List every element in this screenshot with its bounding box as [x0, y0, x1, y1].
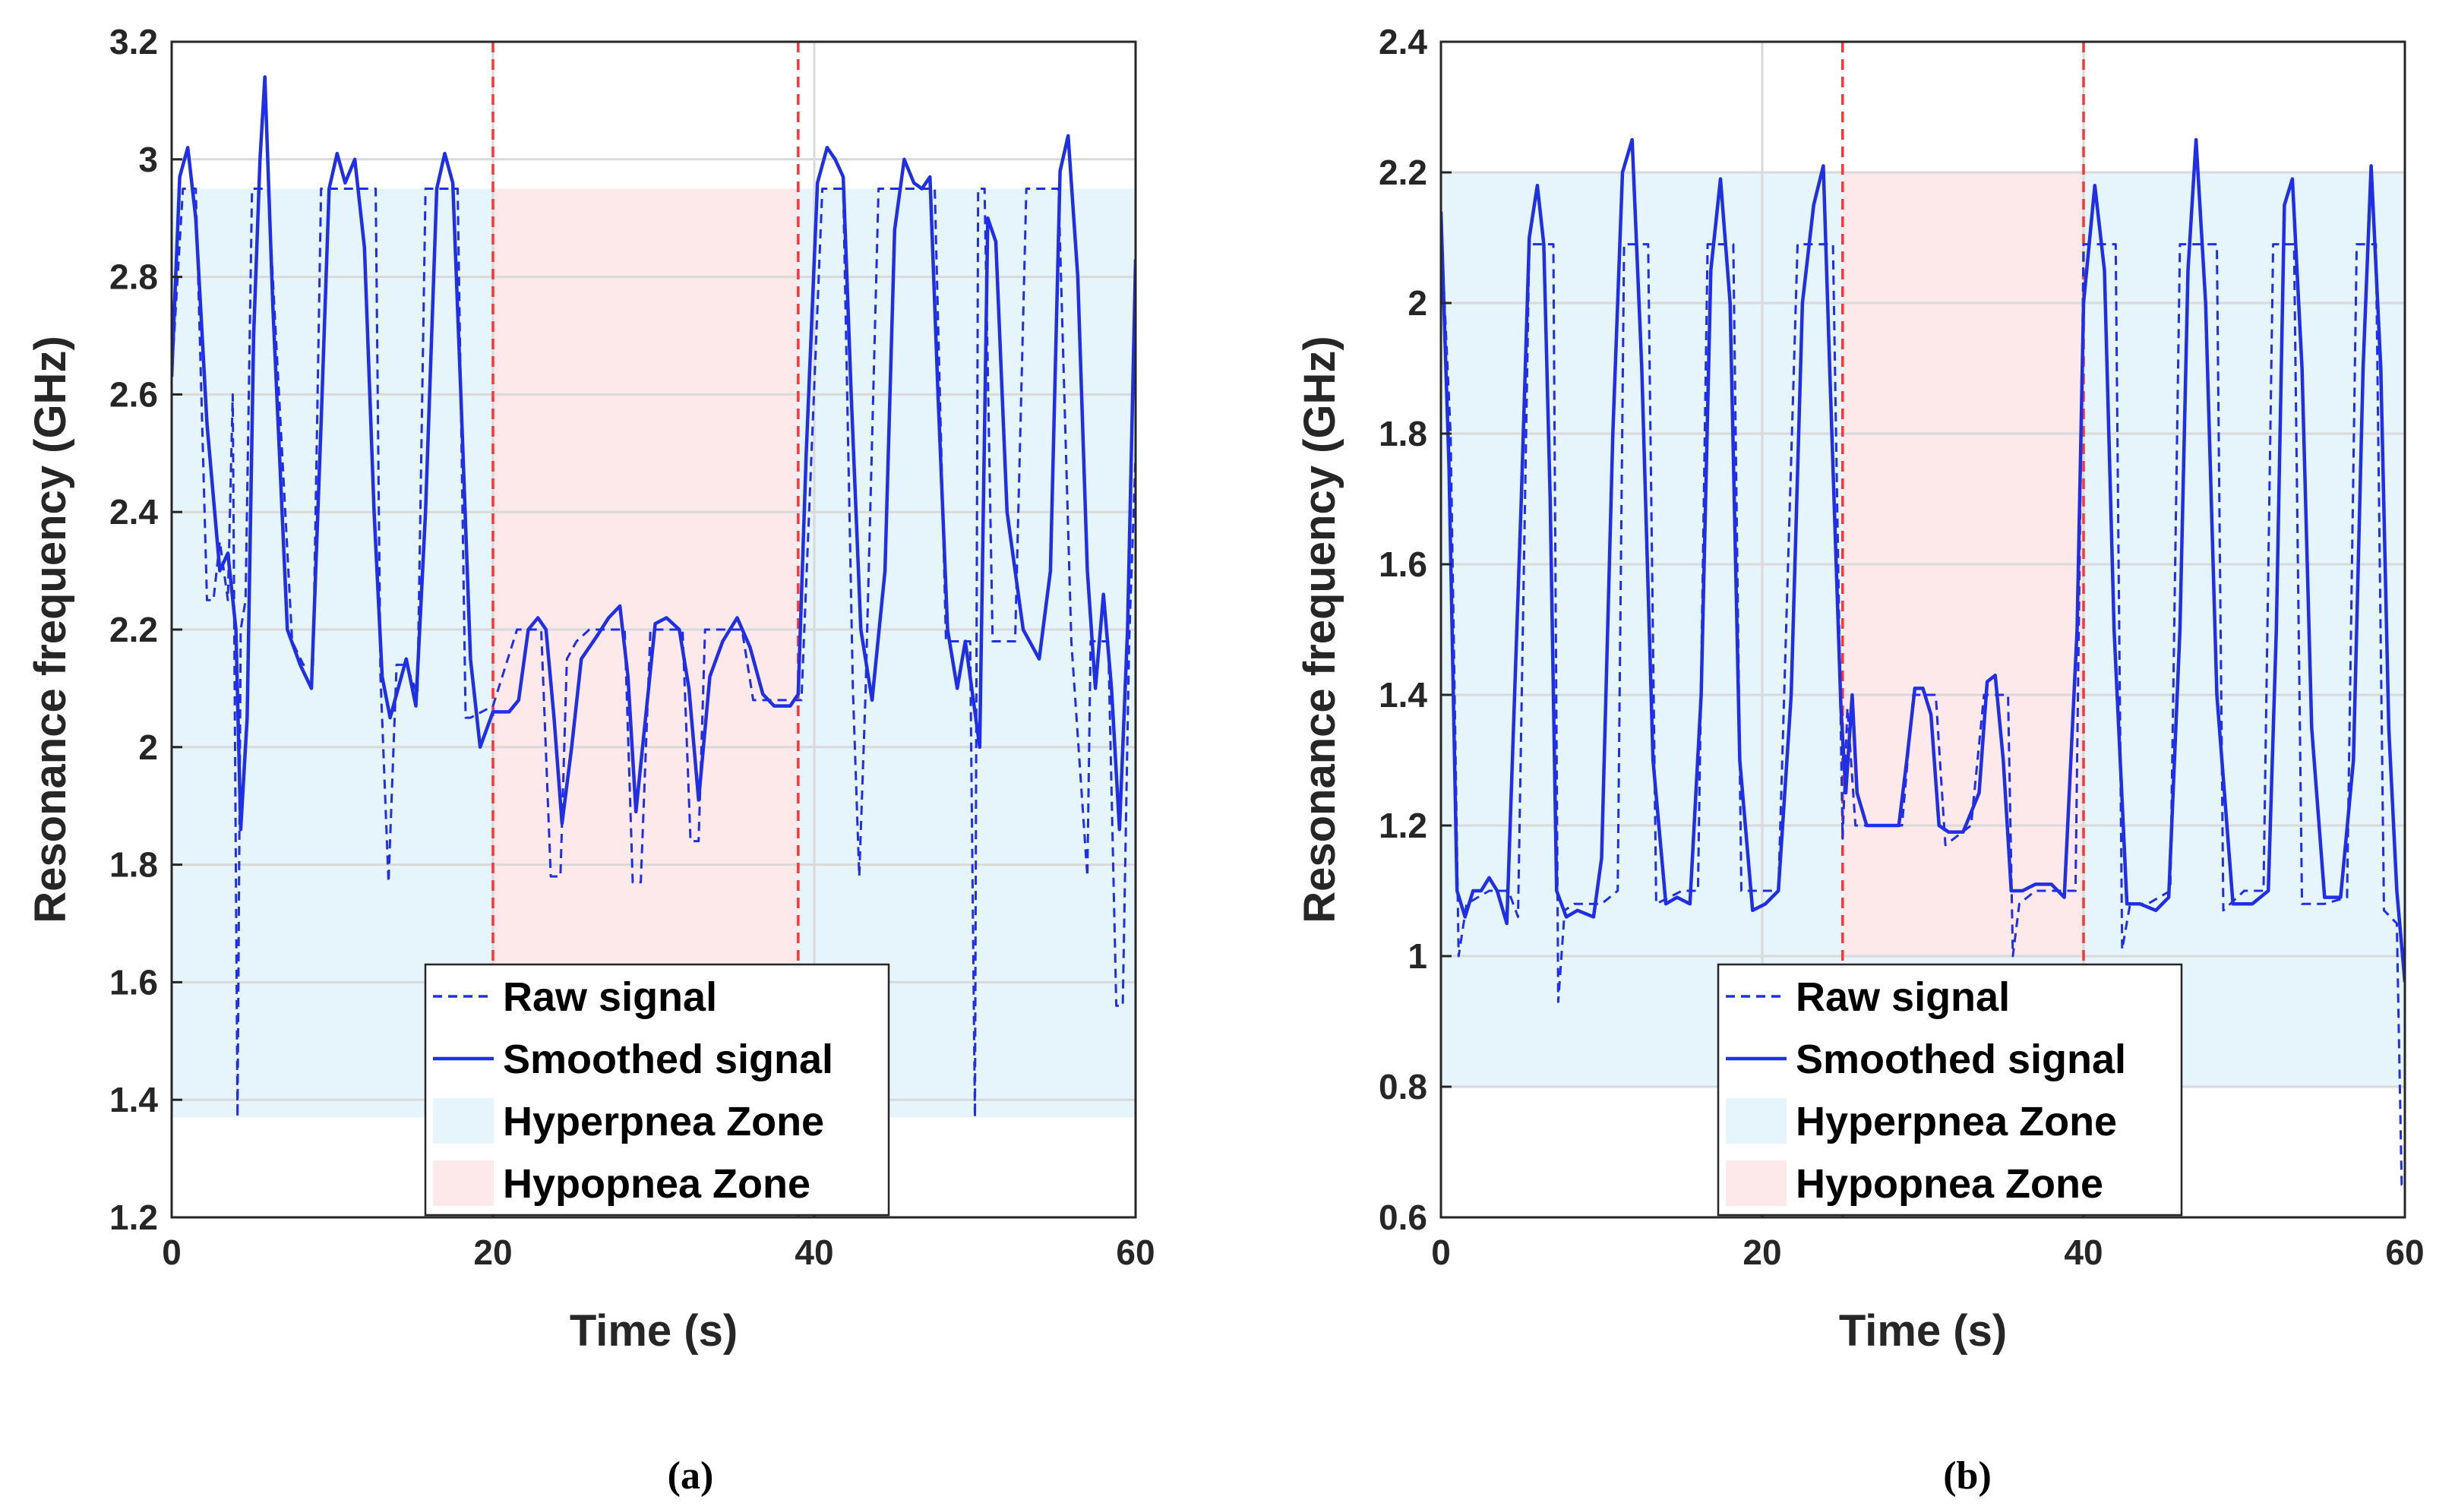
chart-b-xlabel: Time (s) — [1839, 1306, 2007, 1356]
chart-a-ytick-label: 1.6 — [109, 962, 158, 1002]
chart-b-series-raw-signal — [1441, 224, 2405, 1186]
chart-b-legend-swatch-hypopnea — [1726, 1160, 1787, 1206]
chart-b-ytick-label: 1.8 — [1379, 414, 1427, 453]
chart-a-ytick-label: 2.8 — [109, 257, 158, 297]
chart-b-legend-label: Raw signal — [1796, 974, 2010, 1020]
chart-a-xtick-label: 20 — [473, 1233, 512, 1272]
chart-a-ylabel: Resonance frequency (GHz) — [26, 336, 75, 923]
chart-a-legend: Raw signal Smoothed signal Hyperpnea Zone H… — [424, 963, 890, 1217]
chart-a-series-smoothed-signal — [172, 75, 1136, 832]
chart-b-legend-label: Hyperpnea Zone — [1796, 1099, 2117, 1144]
chart-b-legend-box — [1717, 963, 2183, 1217]
chart-a-legend-label: Hyperpnea Zone — [503, 1099, 824, 1144]
chart-a-legend-swatch-hypopnea — [433, 1160, 494, 1206]
chart-b-caption: (b) — [1943, 1454, 1992, 1498]
chart-b-ytick-label: 1.2 — [1379, 806, 1427, 845]
chart-b-ytick-label: 2.2 — [1379, 153, 1427, 192]
chart-b-ytick-label: 1.4 — [1379, 675, 1427, 715]
chart-a-ytick-label: 2 — [138, 728, 158, 767]
chart-b-xtick-label: 20 — [1743, 1233, 1781, 1272]
chart-a-legend-box — [424, 963, 890, 1217]
chart-a: 0 20 40 60 1.2 1.4 1.6 1.8 2 2.2 2.4 2.6 2.8 3 3.2 Time… — [26, 22, 1155, 1498]
chart-b-ytick-label: 0.6 — [1379, 1198, 1427, 1237]
chart-a-legend-label: Hypopnea Zone — [503, 1161, 810, 1207]
chart-b-ytick-label: 2 — [1408, 283, 1427, 323]
chart-a-series-raw-signal — [172, 188, 1136, 1119]
chart-b-xtick-label: 60 — [2385, 1233, 2424, 1272]
chart-a-ytick-label: 2.2 — [109, 610, 158, 649]
chart-b-xtick-label: 0 — [1431, 1233, 1451, 1272]
chart-a-hypopnea-zone — [493, 188, 798, 983]
chart-a-ytick-label: 3.2 — [109, 22, 158, 62]
chart-a-series-group — [172, 75, 1136, 1119]
chart-a-ytick-label: 1.4 — [109, 1080, 158, 1119]
chart-b-ytick-label: 2.4 — [1379, 22, 1427, 62]
chart-b-ylabel: Resonance frequency (GHz) — [1295, 336, 1344, 923]
chart-b-series-group — [1441, 137, 2405, 1186]
chart-a-legend-label: Smoothed signal — [503, 1037, 833, 1082]
chart-a-legend-label: Raw signal — [503, 974, 717, 1020]
chart-a-ytick-label: 3 — [138, 140, 158, 179]
chart-b-axes-box — [1439, 40, 2406, 1219]
chart-b-xtick-label: 40 — [2064, 1233, 2103, 1272]
chart-a-caption: (a) — [668, 1454, 714, 1498]
chart-b-series-smoothed-signal — [1441, 137, 2405, 983]
chart-b-ytick-label: 1 — [1408, 936, 1427, 976]
chart-b-legend-label: Hypopnea Zone — [1796, 1161, 2103, 1207]
chart-b-legend: Raw signal Smoothed signal Hyperpnea Zone H… — [1717, 963, 2183, 1217]
chart-a-ytick-label: 2.6 — [109, 374, 158, 414]
chart-b-ytick-label: 0.8 — [1379, 1067, 1427, 1106]
chart-b-legend-swatch-hyperpnea — [1726, 1098, 1787, 1144]
chart-b-ytick-label: 1.6 — [1379, 545, 1427, 584]
chart-a-xtick-label: 0 — [162, 1233, 182, 1272]
chart-a-ytick-label: 1.2 — [109, 1198, 158, 1237]
chart-a-xtick-label: 40 — [795, 1233, 833, 1272]
chart-b-legend-label: Smoothed signal — [1796, 1037, 2126, 1082]
chart-a-xlabel: Time (s) — [570, 1306, 738, 1356]
chart-a-ytick-label: 1.8 — [109, 845, 158, 885]
chart-a-legend-swatch-hyperpnea — [433, 1098, 494, 1144]
chart-b: 0 20 40 60 0.6 0.8 1 1.2 1.4 1.6 1.8 2 2.2 2.4 Time (s… — [1295, 22, 2425, 1498]
chart-a-xtick-label: 60 — [1116, 1233, 1155, 1272]
chart-a-ytick-label: 2.4 — [109, 492, 158, 532]
